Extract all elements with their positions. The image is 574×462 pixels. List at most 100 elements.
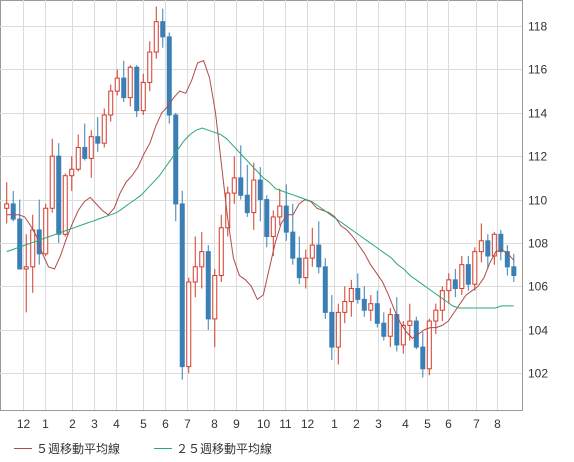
candle-body	[485, 240, 491, 257]
candle-body	[10, 203, 16, 220]
candle-body	[283, 205, 289, 233]
legend-item-ma25: ２５週移動平均線	[154, 440, 272, 457]
candle-body	[231, 177, 237, 194]
candle-body	[88, 136, 94, 159]
candle-body	[277, 205, 283, 218]
candle-body	[225, 192, 231, 229]
x-tick-label: 2	[69, 417, 76, 431]
x-tick-label: 7	[473, 417, 480, 431]
candle-body	[342, 301, 348, 313]
x-tick-label: 10	[257, 417, 271, 431]
candle-body	[257, 179, 263, 201]
y-tick-label: 114	[528, 107, 547, 121]
x-tick-label: 6	[162, 417, 169, 431]
candle-body	[322, 266, 328, 313]
legend-swatch-ma5	[14, 448, 32, 449]
legend-label-ma25: ２５週移動平均線	[176, 442, 273, 456]
candle-body	[452, 279, 458, 290]
candle-body	[439, 290, 445, 311]
candle-body	[387, 314, 393, 337]
candle-body	[290, 231, 296, 259]
x-tick-label: 4	[402, 417, 409, 431]
ma25-line	[6, 127, 514, 309]
candle-body	[4, 203, 10, 209]
candle-body	[478, 240, 484, 253]
candle-body	[426, 320, 432, 370]
candle-body	[459, 264, 465, 290]
candle-body	[491, 233, 497, 257]
candle-body	[153, 21, 159, 53]
x-tick-label: 3	[375, 417, 382, 431]
candle-body	[504, 251, 510, 268]
candle-body	[140, 81, 146, 112]
legend-label-ma5: ５週移動平均線	[36, 442, 121, 456]
candle-body	[192, 266, 198, 283]
x-tick-label: 9	[233, 417, 240, 431]
x-tick-label: 5	[424, 417, 431, 431]
candle-body	[329, 311, 335, 348]
candle-body	[114, 77, 120, 92]
candle-body	[36, 229, 42, 255]
candle-body	[355, 288, 361, 300]
x-tick-label: 4	[113, 417, 120, 431]
candle-body	[303, 257, 309, 279]
plot-area	[0, 0, 523, 411]
candle-body	[108, 90, 114, 116]
x-tick-label: 1	[331, 417, 338, 431]
candle-body	[498, 233, 504, 253]
candle-body	[400, 324, 406, 346]
candle-body	[166, 36, 172, 116]
y-tick-label: 112	[528, 150, 547, 164]
x-tick-label: 8	[211, 417, 218, 431]
candle-body	[127, 66, 133, 99]
candle-body	[218, 227, 224, 277]
candle-body	[160, 21, 166, 38]
x-tick-label: 12	[17, 417, 31, 431]
candle-body	[264, 199, 270, 237]
candle-body	[446, 279, 452, 292]
x-tick-label: 5	[140, 417, 147, 431]
candle-body	[381, 322, 387, 337]
candle-body	[43, 207, 49, 255]
candle-body	[348, 288, 354, 303]
candle-body	[75, 147, 81, 170]
candle-body	[56, 155, 62, 235]
candle-body	[296, 257, 302, 279]
candle-body	[199, 251, 205, 268]
candle-body	[238, 177, 244, 196]
y-tick-label: 118	[528, 20, 547, 34]
candle-body	[49, 155, 55, 209]
candle-body	[270, 216, 276, 237]
candle-body	[179, 203, 185, 368]
candle-body	[17, 218, 23, 270]
y-tick-label: 106	[528, 280, 548, 294]
candle-body	[173, 114, 179, 205]
candle-body	[368, 303, 374, 311]
candle-body	[147, 51, 153, 83]
candle-body	[69, 168, 75, 177]
candle-body	[433, 309, 439, 322]
candle-body	[62, 175, 68, 235]
x-tick-label: 11	[279, 417, 292, 431]
candle-body	[82, 147, 88, 159]
candle-body	[309, 244, 315, 259]
candle-body	[465, 264, 471, 285]
candle-body	[186, 281, 192, 368]
candle-body	[335, 311, 341, 348]
candle-body	[420, 346, 426, 370]
candle-body	[361, 298, 367, 311]
x-tick-label: 2	[353, 417, 360, 431]
x-tick-label: 12	[301, 417, 315, 431]
x-tick-label: 3	[91, 417, 98, 431]
candle-body	[472, 251, 478, 285]
legend: ５週移動平均線 ２５週移動平均線	[0, 434, 574, 462]
y-tick-label: 104	[528, 324, 548, 338]
candle-body	[251, 179, 257, 214]
y-tick-label: 102	[528, 367, 548, 381]
candle-body	[30, 229, 36, 268]
candle-body	[374, 303, 380, 324]
candle-body	[205, 251, 211, 320]
candle-body	[407, 320, 413, 326]
ma5-line	[6, 60, 515, 340]
